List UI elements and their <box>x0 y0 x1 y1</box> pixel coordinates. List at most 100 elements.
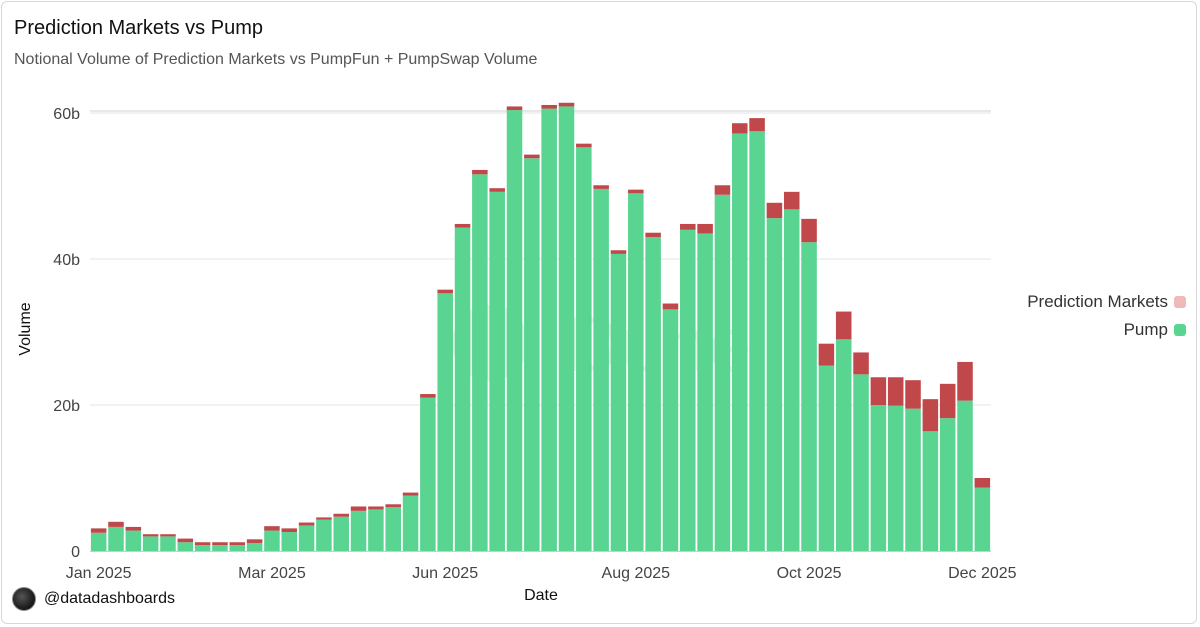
bar-prediction-markets[interactable] <box>246 539 263 543</box>
bar-pump[interactable] <box>974 487 991 551</box>
bar-prediction-markets[interactable] <box>350 506 367 511</box>
bar-prediction-markets[interactable] <box>749 118 765 132</box>
bar-prediction-markets[interactable] <box>281 528 298 533</box>
bar-pump[interactable] <box>766 218 783 551</box>
bar-prediction-markets[interactable] <box>576 143 592 148</box>
bar-prediction-markets[interactable] <box>957 361 973 401</box>
bar-pump[interactable] <box>264 530 280 551</box>
bar-pump[interactable] <box>853 374 869 551</box>
bar-pump[interactable] <box>108 526 124 551</box>
bar-prediction-markets[interactable] <box>766 202 783 219</box>
bar-prediction-markets[interactable] <box>142 534 159 537</box>
bar-prediction-markets[interactable] <box>212 542 228 546</box>
bar-pump[interactable] <box>454 227 471 552</box>
bar-pump[interactable] <box>420 397 436 551</box>
bar-pump[interactable] <box>957 400 973 551</box>
bar-pump[interactable] <box>125 530 142 551</box>
bar-prediction-markets[interactable] <box>472 169 488 175</box>
bar-prediction-markets[interactable] <box>402 492 419 496</box>
bar-pump[interactable] <box>385 507 401 551</box>
bar-pump[interactable] <box>697 233 713 551</box>
bar-pump[interactable] <box>142 536 159 551</box>
bar-pump[interactable] <box>801 242 817 551</box>
bar-pump[interactable] <box>818 365 835 551</box>
bar-prediction-markets[interactable] <box>697 223 713 234</box>
bar-pump[interactable] <box>316 519 332 551</box>
bar-prediction-markets[interactable] <box>662 303 679 310</box>
bar-prediction-markets[interactable] <box>541 104 557 109</box>
bar-pump[interactable] <box>160 536 176 551</box>
bar-prediction-markets[interactable] <box>558 102 575 107</box>
bar-prediction-markets[interactable] <box>90 528 107 533</box>
legend-item-prediction-markets[interactable]: Prediction Markets <box>1027 288 1186 316</box>
bar-prediction-markets[interactable] <box>853 352 869 375</box>
bar-pump[interactable] <box>246 542 263 551</box>
bar-prediction-markets[interactable] <box>524 154 540 159</box>
bar-prediction-markets[interactable] <box>610 250 627 254</box>
bar-prediction-markets[interactable] <box>628 189 644 194</box>
bar-prediction-markets[interactable] <box>160 534 176 537</box>
bar-prediction-markets[interactable] <box>194 542 211 546</box>
bar-prediction-markets[interactable] <box>125 526 142 531</box>
bar-pump[interactable] <box>177 542 194 551</box>
bar-prediction-markets[interactable] <box>454 223 471 228</box>
bar-pump[interactable] <box>333 516 350 551</box>
bar-pump[interactable] <box>922 431 939 551</box>
bar-pump[interactable] <box>749 131 765 551</box>
bar-pump[interactable] <box>731 133 748 551</box>
bar-prediction-markets[interactable] <box>870 377 887 405</box>
bar-pump[interactable] <box>350 510 367 551</box>
bar-prediction-markets[interactable] <box>333 513 350 517</box>
bar-prediction-markets[interactable] <box>818 343 835 366</box>
bar-pump[interactable] <box>472 174 488 551</box>
bar-pump[interactable] <box>298 525 315 551</box>
bar-prediction-markets[interactable] <box>420 394 436 398</box>
bar-pump[interactable] <box>783 209 800 552</box>
bar-pump[interactable] <box>90 532 107 551</box>
bar-pump[interactable] <box>194 545 211 551</box>
bar-prediction-markets[interactable] <box>645 232 661 238</box>
legend-item-pump[interactable]: Pump <box>1027 316 1186 344</box>
bar-pump[interactable] <box>558 106 575 552</box>
bar-pump[interactable] <box>887 405 904 551</box>
bar-pump[interactable] <box>939 418 956 551</box>
bar-pump[interactable] <box>576 147 592 551</box>
bar-pump[interactable] <box>437 293 453 551</box>
bar-prediction-markets[interactable] <box>801 218 817 243</box>
bar-prediction-markets[interactable] <box>922 399 939 432</box>
bar-pump[interactable] <box>541 108 557 552</box>
bar-prediction-markets[interactable] <box>905 380 921 409</box>
bar-pump[interactable] <box>610 253 627 551</box>
bar-prediction-markets[interactable] <box>593 185 609 189</box>
bar-prediction-markets[interactable] <box>506 106 523 111</box>
bar-prediction-markets[interactable] <box>939 383 956 419</box>
bar-prediction-markets[interactable] <box>887 377 904 406</box>
bar-prediction-markets[interactable] <box>714 185 731 195</box>
bar-pump[interactable] <box>835 339 852 551</box>
bar-pump[interactable] <box>628 193 644 552</box>
bar-pump[interactable] <box>905 408 921 551</box>
bar-pump[interactable] <box>281 532 298 551</box>
bar-pump[interactable] <box>229 545 246 551</box>
bar-prediction-markets[interactable] <box>298 522 315 526</box>
bar-prediction-markets[interactable] <box>835 311 852 340</box>
bar-prediction-markets[interactable] <box>974 478 991 488</box>
bar-prediction-markets[interactable] <box>385 504 401 508</box>
bar-prediction-markets[interactable] <box>316 517 332 520</box>
bar-prediction-markets[interactable] <box>437 289 453 294</box>
footer-handle[interactable]: @datadashboards <box>44 590 175 607</box>
bar-prediction-markets[interactable] <box>177 538 194 543</box>
bar-prediction-markets[interactable] <box>680 223 696 230</box>
bar-pump[interactable] <box>870 405 887 551</box>
bar-pump[interactable] <box>680 229 696 552</box>
bar-prediction-markets[interactable] <box>731 123 748 134</box>
bar-pump[interactable] <box>714 194 731 551</box>
bar-prediction-markets[interactable] <box>108 521 124 527</box>
bar-prediction-markets[interactable] <box>368 506 384 510</box>
bar-pump[interactable] <box>506 110 523 551</box>
bar-pump[interactable] <box>489 191 505 551</box>
bar-prediction-markets[interactable] <box>489 188 505 192</box>
bar-pump[interactable] <box>524 158 540 551</box>
bar-prediction-markets[interactable] <box>264 526 280 531</box>
bar-pump[interactable] <box>212 545 228 551</box>
